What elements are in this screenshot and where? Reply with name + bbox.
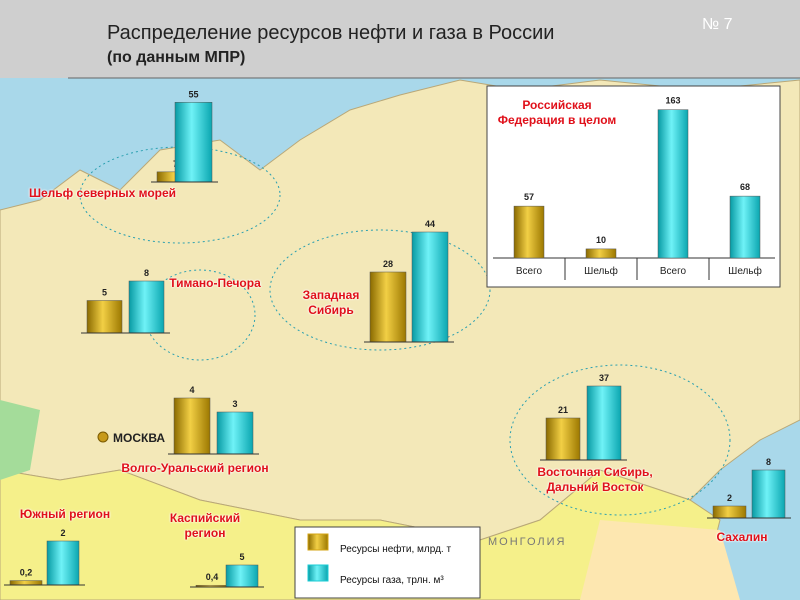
capital-label: МОСКВА xyxy=(113,431,165,445)
oil-bar xyxy=(86,300,123,334)
region-outline xyxy=(79,146,281,244)
value-label: 68 xyxy=(740,182,750,192)
region-outline xyxy=(144,269,256,361)
oil-bar xyxy=(545,417,581,461)
title: Распределение ресурсов нефти и газа в Ро… xyxy=(107,22,554,44)
gas-bar xyxy=(46,540,80,586)
inset-bar xyxy=(513,205,545,259)
slide-number: № 7 xyxy=(702,16,733,33)
region-label: Каспийский регион xyxy=(169,511,241,540)
value-label: 2 xyxy=(727,493,732,503)
value-label: 0,2 xyxy=(20,568,33,578)
value-label: 10 xyxy=(596,235,606,245)
gas-bar xyxy=(128,280,165,334)
land-west xyxy=(0,400,40,480)
value-label: 2 xyxy=(60,528,65,538)
value-label: 3 xyxy=(232,399,237,409)
value-label: 8 xyxy=(144,268,149,278)
region-label: Южный регион xyxy=(19,507,111,521)
region-outline xyxy=(509,364,731,516)
region-label: Западная Сибирь xyxy=(302,288,360,317)
value-label: 37 xyxy=(599,373,609,383)
region-outline xyxy=(269,229,491,351)
inset-title: Российская Федерация в целом xyxy=(497,98,617,127)
oil-bar xyxy=(712,505,747,519)
oil-bar xyxy=(9,580,43,586)
value-label: 5 xyxy=(239,552,244,562)
capital-dot xyxy=(97,431,109,443)
value-label: 28 xyxy=(383,259,393,269)
value-label: 0,4 xyxy=(206,572,219,582)
gas-bar xyxy=(174,102,213,183)
oil-bar xyxy=(173,397,211,455)
category-label: Шельф xyxy=(728,265,762,277)
land-china xyxy=(580,520,740,600)
value-label: 163 xyxy=(665,96,680,106)
region-label: Восточная Сибирь, Дальний Восток xyxy=(537,465,653,494)
gas-bar xyxy=(216,411,254,455)
subtitle: (по данным МПР) xyxy=(107,49,245,66)
value-label: 55 xyxy=(188,89,198,99)
value-label: 21 xyxy=(558,405,568,415)
region-label: Сахалин xyxy=(716,530,768,544)
header-band xyxy=(0,0,800,78)
legend-label: Ресурсы нефти, млрд. т xyxy=(340,543,451,555)
legend-swatch xyxy=(307,533,329,551)
value-label: 57 xyxy=(524,192,534,202)
category-label: Всего xyxy=(516,266,543,277)
region-label: Тимано-Печора xyxy=(169,276,261,290)
category-label: Шельф xyxy=(584,265,618,277)
value-label: 4 xyxy=(189,385,194,395)
category-label: Всего xyxy=(660,266,687,277)
inset-bar xyxy=(729,195,761,259)
gas-bar xyxy=(225,564,259,588)
value-label: 5 xyxy=(102,288,107,298)
gas-bar xyxy=(586,385,622,461)
legend-label: Ресурсы газа, трлн. м³ xyxy=(340,575,444,586)
region-label: Волго-Уральский регион xyxy=(121,461,269,475)
legend-swatch xyxy=(307,564,329,582)
country-label: МОНГОЛИЯ xyxy=(488,536,567,548)
gas-bar xyxy=(411,231,449,343)
gas-bar xyxy=(751,469,786,519)
region-label: Шельф северных морей xyxy=(28,186,177,200)
value-label: 8 xyxy=(766,457,771,467)
inset-bar xyxy=(657,109,689,259)
value-label: 44 xyxy=(425,219,435,229)
inset-bar xyxy=(585,248,617,259)
oil-bar xyxy=(369,271,407,343)
